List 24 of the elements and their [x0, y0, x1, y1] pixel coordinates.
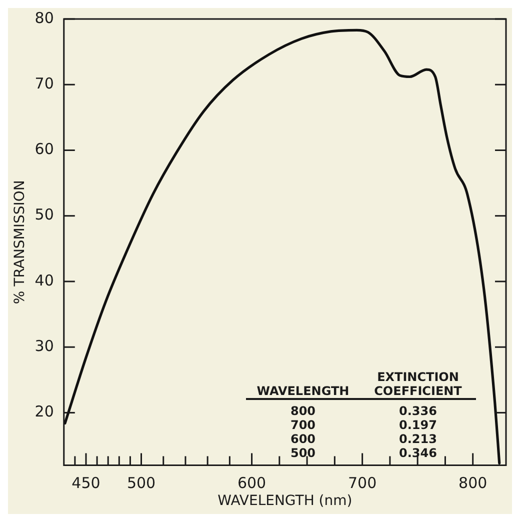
x-tick-label: 700	[348, 474, 377, 492]
x-axis-title: WAVELENGTH (nm)	[218, 493, 352, 510]
annotation: 0.336	[398, 403, 438, 418]
annotation: 0.213	[398, 432, 438, 446]
annotation: 600	[289, 432, 317, 446]
y-tick-label: 30	[34, 336, 54, 355]
annotation: 800	[289, 403, 317, 418]
annotation: 700	[289, 418, 317, 432]
annotation: WAVELENGTH	[246, 370, 360, 399]
annotation: 500	[289, 446, 317, 460]
x-tick-label: 500	[126, 474, 156, 492]
y-tick-label: 20	[34, 402, 54, 421]
annotation: EXTINCTION COEFFICIENT	[360, 370, 476, 399]
y-tick-label: 80	[34, 8, 54, 27]
y-tick-label: 60	[34, 140, 54, 158]
y-tick-label: 50	[34, 206, 54, 224]
y-axis-title: % TRANSMISSION	[12, 180, 28, 304]
y-tick-label: 40	[34, 271, 54, 290]
annotation: 0.346	[398, 446, 438, 460]
x-tick-label: 450	[72, 474, 100, 492]
y-tick-label: 70	[34, 74, 54, 93]
annotation: 0.197	[398, 418, 438, 432]
x-tick-label: 600	[237, 474, 266, 492]
x-tick-label: 800	[458, 474, 488, 492]
